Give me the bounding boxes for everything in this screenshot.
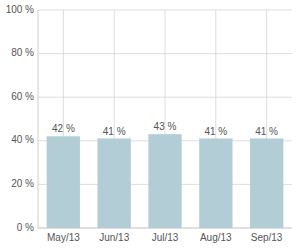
data-label: 41 % [204,126,227,137]
bar [250,139,283,228]
x-tick-label: Jul/13 [152,232,179,243]
bars [47,134,283,228]
y-tick-label: 80 % [11,47,34,58]
y-tick-label: 40 % [11,134,34,145]
y-tick-label: 20 % [11,178,34,189]
data-label: 42 % [52,123,75,134]
bar [47,136,80,228]
bar [98,139,131,228]
chart-container: 0 % 20 % 40 % 60 % 80 % 100 % May/13 Jun/13 Jul/… [0,0,300,250]
x-tick-label: May/13 [47,232,80,243]
data-label: 43 % [154,121,177,132]
x-tick-label: Aug/13 [200,232,232,243]
x-tick-label: Jun/13 [99,232,129,243]
bar [148,134,181,228]
axes: 0 % 20 % 40 % 60 % 80 % 100 % May/13 Jun/13 Jul/… [6,4,292,243]
data-label: 41 % [255,126,278,137]
data-labels: 42 % 41 % 43 % 41 % 41 % [52,121,278,136]
bar [199,139,232,228]
grid [38,10,292,228]
data-label: 41 % [103,126,126,137]
y-tick-label: 0 % [17,222,34,233]
y-axis-line [38,10,39,228]
y-tick-label: 100 % [6,4,34,15]
chart: 0 % 20 % 40 % 60 % 80 % 100 % May/13 Jun/13 Jul/… [0,0,300,250]
y-tick-label: 60 % [11,91,34,102]
x-tick-label: Sep/13 [251,232,283,243]
